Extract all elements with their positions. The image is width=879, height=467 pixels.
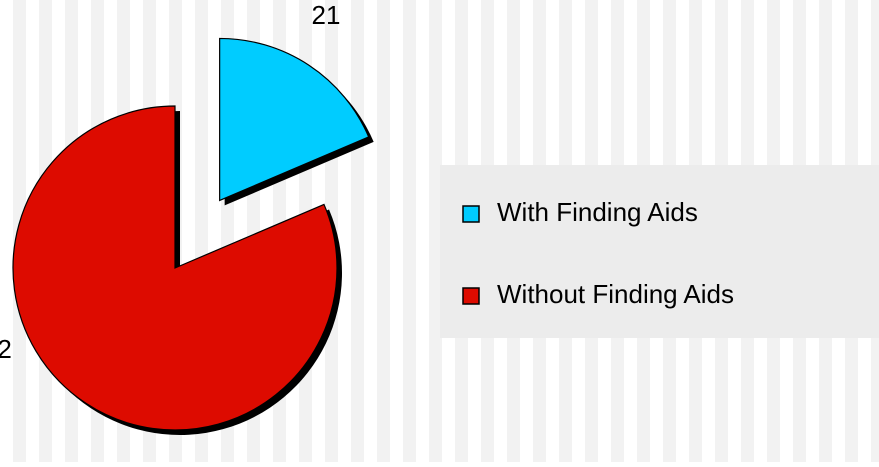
legend: With Finding Aids Without Finding Aids (462, 197, 734, 309)
legend-label: Without Finding Aids (497, 279, 734, 309)
legend-swatch (462, 287, 480, 305)
slice (12, 105, 338, 431)
data-label: 21 (312, 0, 341, 30)
legend-label: With Finding Aids (497, 197, 698, 227)
pie (12, 37, 374, 435)
slice (219, 37, 370, 202)
legend-swatch (462, 205, 480, 223)
legend-box (440, 165, 879, 338)
data-label: 92 (0, 334, 12, 364)
